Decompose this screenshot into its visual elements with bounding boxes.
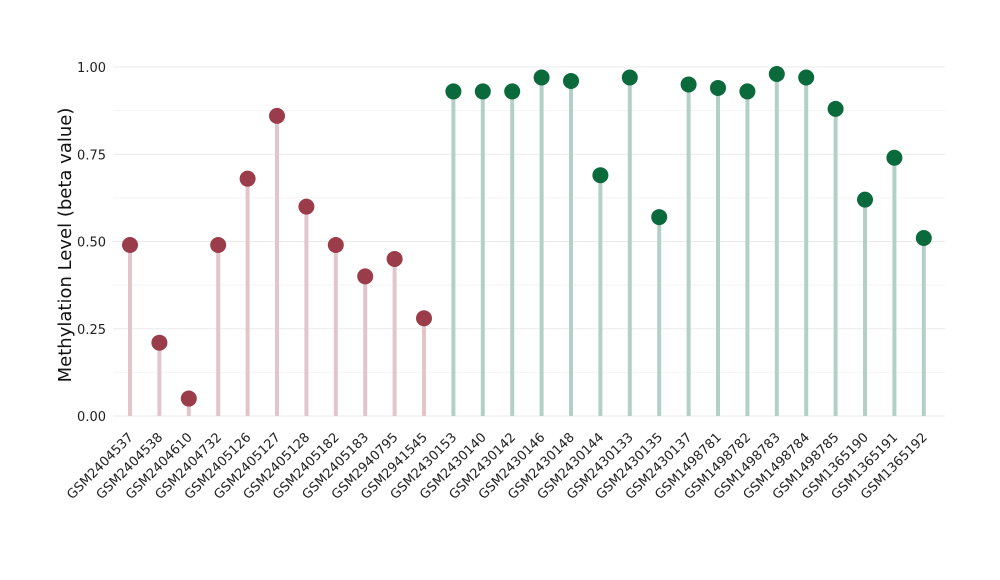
y-axis-title: Methylation Level (beta value) bbox=[55, 108, 76, 383]
lollipop-points bbox=[122, 65, 932, 407]
lollipop-point bbox=[445, 83, 462, 100]
lollipop-point bbox=[504, 83, 521, 100]
lollipop-point bbox=[621, 69, 638, 86]
lollipop-point bbox=[210, 236, 227, 253]
y-tick-label: 0.00 bbox=[77, 410, 106, 425]
grid-lines bbox=[113, 66, 945, 417]
y-tick-label: 0.75 bbox=[77, 148, 106, 163]
lollipop-point bbox=[827, 100, 844, 117]
y-tick-label: 0.25 bbox=[77, 323, 106, 338]
lollipop-point bbox=[474, 83, 491, 100]
lollipop-point bbox=[416, 310, 432, 327]
lollipop-point bbox=[563, 72, 579, 89]
lollipop-stems bbox=[128, 73, 926, 416]
lollipop-point bbox=[592, 167, 609, 184]
lollipop-point bbox=[680, 76, 697, 93]
x-axis-ticks: GSM2404537GSM2404538GSM2404610GSM2404732… bbox=[64, 430, 930, 502]
y-axis-ticks: 0.00 0.25 0.50 0.75 1.00 bbox=[77, 61, 106, 425]
lollipop-point bbox=[651, 209, 668, 226]
lollipop-point bbox=[710, 79, 726, 96]
lollipop-point bbox=[386, 250, 403, 267]
lollipop-point bbox=[327, 236, 344, 253]
y-tick-label: 0.50 bbox=[77, 236, 106, 251]
lollipop-point bbox=[180, 390, 197, 407]
lollipop-point bbox=[298, 198, 315, 215]
lollipop-point bbox=[857, 191, 873, 208]
lollipop-point bbox=[886, 149, 903, 166]
y-tick-label: 1.00 bbox=[77, 61, 106, 76]
lollipop-point bbox=[768, 65, 785, 82]
lollipop-point bbox=[122, 236, 138, 253]
lollipop-point bbox=[533, 69, 550, 86]
lollipop-point bbox=[269, 107, 285, 124]
lollipop-point bbox=[739, 83, 756, 100]
lollipop-point bbox=[151, 334, 168, 351]
lollipop-point bbox=[239, 170, 256, 187]
lollipop-point bbox=[357, 268, 374, 285]
lollipop-point bbox=[915, 230, 932, 247]
lollipop-point bbox=[798, 69, 815, 86]
